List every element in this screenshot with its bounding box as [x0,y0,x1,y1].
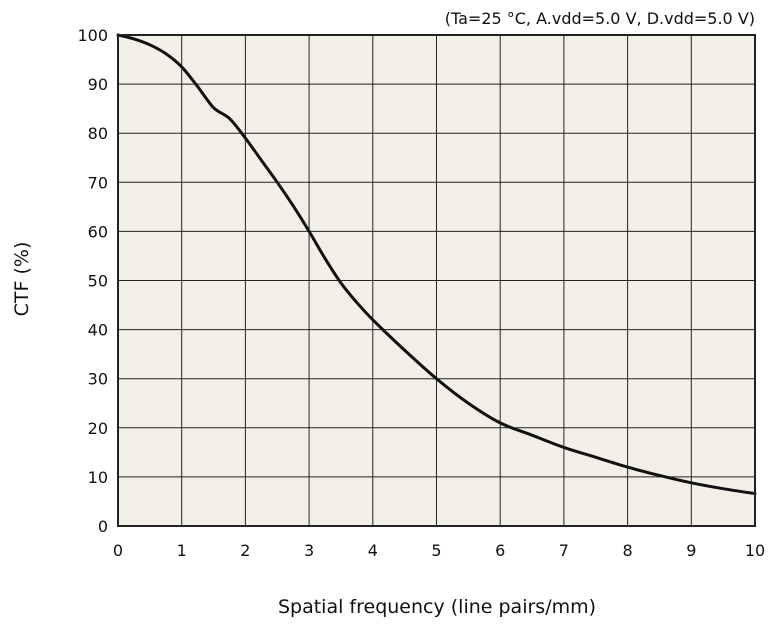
y-tick-label: 80 [88,124,108,143]
y-tick-label: 20 [88,419,108,438]
y-tick-label: 60 [88,222,108,241]
ctf-curve [116,33,757,496]
y-tick-label: 100 [77,26,108,45]
y-tick-label: 40 [88,321,108,340]
y-axis-ticks: 0 10 20 30 40 50 60 70 80 90 100 [77,26,108,536]
y-tick-label: 30 [88,370,108,389]
y-axis-label: CTF (%) [11,242,33,317]
x-tick-label: 1 [177,541,187,560]
x-tick-label: 10 [745,541,765,560]
x-tick-label: 5 [431,541,441,560]
x-tick-label: 0 [113,541,123,560]
x-tick-label: 8 [623,541,633,560]
x-tick-label: 9 [686,541,696,560]
x-tick-label: 7 [559,541,569,560]
y-tick-label: 0 [98,517,108,536]
x-tick-label: 4 [368,541,378,560]
conditions-label: (Ta=25 °C, A.vdd=5.0 V, D.vdd=5.0 V) [445,9,755,28]
y-tick-label: 50 [88,272,108,291]
x-tick-label: 3 [304,541,314,560]
x-tick-label: 2 [240,541,250,560]
plot-frame [117,34,756,527]
x-tick-label: 6 [495,541,505,560]
y-tick-label: 70 [88,173,108,192]
x-axis-label: Spatial frequency (line pairs/mm) [278,596,596,618]
y-tick-label: 10 [88,468,108,487]
x-axis-ticks: 0 1 2 3 4 5 6 7 8 9 10 [113,541,765,560]
y-tick-label: 90 [88,75,108,94]
